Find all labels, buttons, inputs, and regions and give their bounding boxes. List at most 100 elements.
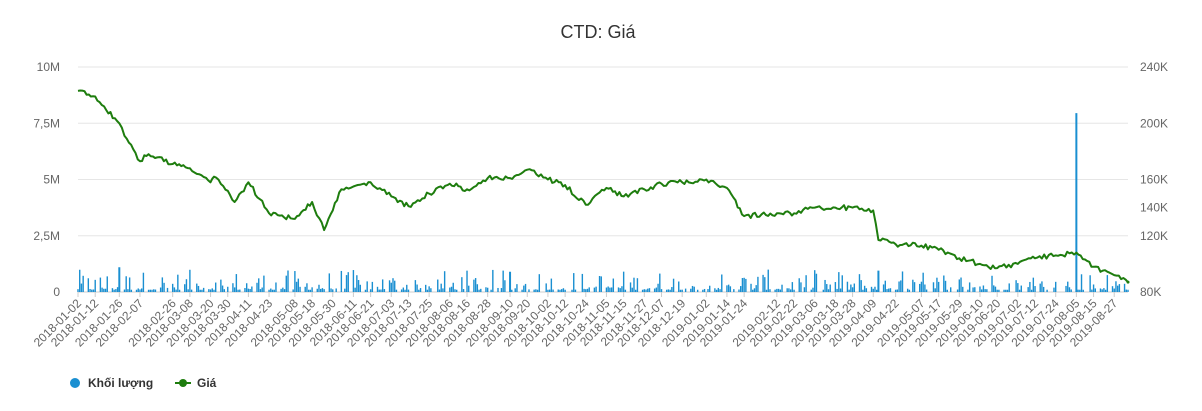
- volume-bar: [116, 287, 119, 292]
- volume-bar: [993, 285, 995, 292]
- volume-bar: [898, 281, 900, 292]
- volume-bar: [209, 289, 212, 292]
- volume-bar: [552, 289, 554, 292]
- volume-bar: [836, 288, 838, 292]
- volume-bar: [1053, 287, 1055, 292]
- volume-bar: [709, 285, 711, 292]
- volume-bar: [103, 288, 105, 292]
- volume-bar: [480, 288, 482, 292]
- volume-bar: [295, 281, 298, 292]
- volume-bar: [171, 283, 174, 292]
- volume-bar: [669, 289, 671, 292]
- volume-bar: [388, 280, 391, 292]
- volume-bar: [406, 284, 408, 292]
- volume-bar: [404, 289, 406, 292]
- volume-bar: [99, 277, 102, 292]
- volume-bar: [211, 288, 213, 292]
- volume-bar: [922, 272, 924, 292]
- volume-bar: [888, 288, 890, 292]
- volume-bar: [925, 289, 928, 292]
- volume-bar: [251, 286, 253, 292]
- y-right-tick-label: 80K: [1140, 285, 1161, 299]
- chart-title: CTD: Giá: [560, 22, 636, 42]
- volume-bar: [450, 286, 453, 292]
- volume-bar: [908, 289, 911, 292]
- volume-bar: [1042, 286, 1045, 292]
- volume-bar: [135, 289, 138, 292]
- volume-bar: [805, 275, 807, 292]
- volume-bar: [741, 278, 744, 292]
- volume-bar: [1008, 283, 1010, 292]
- volume-bar: [123, 289, 126, 292]
- volume-bar: [740, 286, 742, 292]
- volume-bar: [1017, 283, 1019, 292]
- volume-bar: [320, 288, 322, 292]
- volume-bar: [727, 284, 730, 292]
- volume-bar: [729, 286, 732, 292]
- volume-bar: [996, 289, 998, 292]
- volume-bar: [332, 289, 334, 292]
- volume-bar: [497, 287, 499, 292]
- volume-bar: [504, 280, 506, 292]
- volume-bar: [104, 288, 107, 292]
- volume-bar: [223, 289, 226, 292]
- y-right-tick-label: 140K: [1140, 201, 1168, 215]
- volume-bar: [595, 286, 597, 292]
- volume-bar: [359, 284, 361, 292]
- volume-bar: [696, 289, 699, 292]
- volume-bar: [535, 289, 537, 292]
- volume-bar: [323, 289, 325, 292]
- volume-bar: [92, 289, 95, 292]
- volume-bar: [261, 287, 263, 292]
- volume-bar: [1103, 288, 1105, 292]
- volume-bar: [1094, 288, 1096, 292]
- volume-bar: [1068, 287, 1071, 292]
- legend-item-volume[interactable]: Khối lượng: [70, 376, 153, 390]
- volume-bar: [283, 289, 286, 292]
- volume-bar: [545, 283, 547, 292]
- volume-bar: [814, 270, 816, 292]
- volume-bar: [848, 289, 850, 292]
- volume-bar: [702, 289, 704, 292]
- volume-bar: [733, 289, 735, 292]
- volume-bar: [185, 279, 188, 292]
- volume-bar: [511, 289, 513, 292]
- volume-bar: [91, 289, 93, 292]
- volume-bar: [776, 288, 778, 292]
- volume-bar: [383, 289, 386, 292]
- volume-bar: [201, 289, 203, 292]
- y-right-tick-label: 240K: [1140, 60, 1168, 74]
- volume-bar: [1027, 287, 1029, 292]
- volume-bar: [328, 273, 331, 292]
- volume-bar: [197, 285, 200, 292]
- volume-bar: [865, 288, 868, 292]
- volume-bar: [793, 289, 795, 292]
- volume-bar: [703, 288, 706, 292]
- volume-bar: [128, 277, 131, 292]
- volume-bar: [824, 279, 826, 292]
- volume-bar: [598, 276, 601, 292]
- volume-bar: [548, 289, 551, 292]
- volume-bar: [619, 288, 621, 292]
- volume-bar: [473, 279, 475, 292]
- volume-bar: [1032, 277, 1035, 292]
- volume-bar: [979, 286, 981, 292]
- volume-bar: [280, 288, 282, 292]
- volume-bar: [232, 283, 234, 292]
- volume-bar: [354, 287, 356, 292]
- legend-item-price[interactable]: Giá: [175, 376, 217, 390]
- volume-bar: [376, 286, 379, 292]
- volume-bar: [318, 284, 320, 292]
- volume-bar: [621, 286, 623, 292]
- volume-bar: [77, 289, 79, 292]
- volume-bar: [877, 270, 880, 292]
- volume-bar: [946, 289, 948, 292]
- volume-bar: [882, 284, 885, 292]
- volume-bar: [443, 271, 446, 292]
- volume-bar: [292, 289, 294, 292]
- volume-bar: [980, 289, 983, 292]
- volume-bar: [586, 288, 589, 292]
- volume-bar: [430, 288, 432, 292]
- legend[interactable]: Khối lượng Giá: [70, 376, 217, 390]
